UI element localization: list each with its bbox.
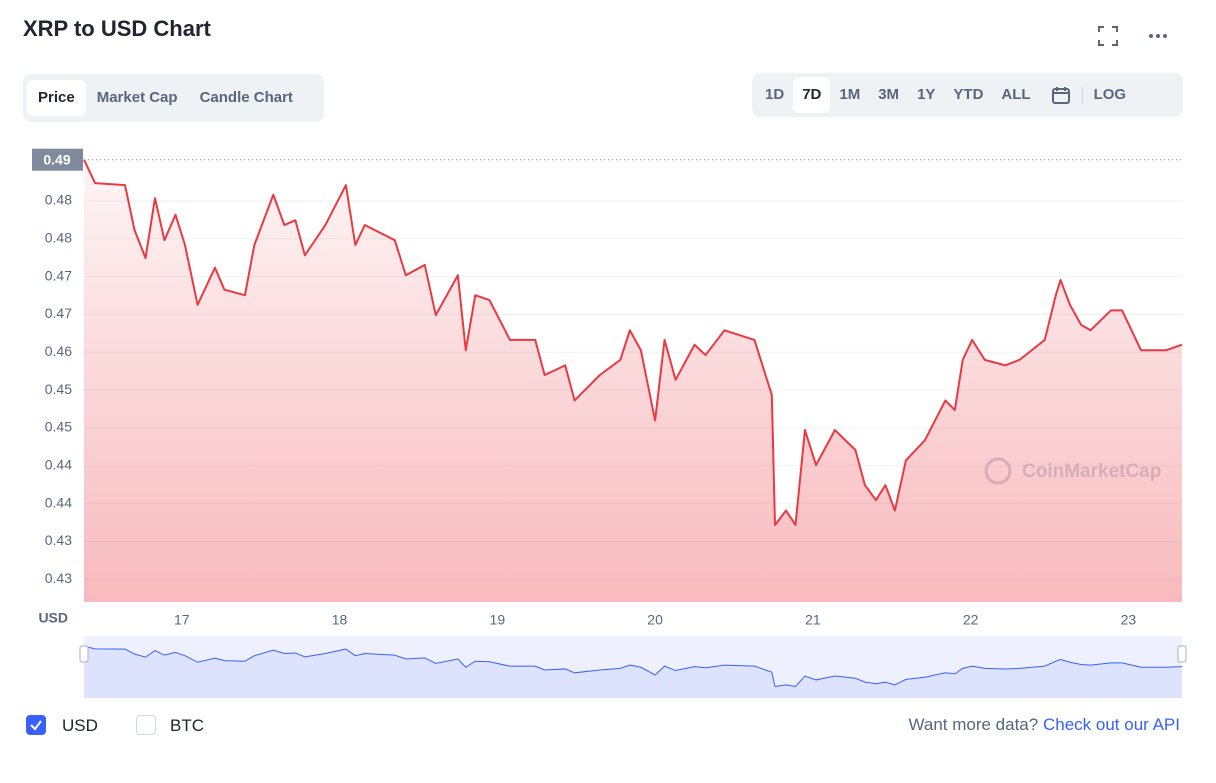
btc-checkbox[interactable]	[136, 715, 156, 735]
range-button[interactable]: 3M	[878, 86, 900, 103]
chart: 0.43 0.43 0.44 0.44 0.45 0.45 0.46 0.47 0.47 0.48…	[32, 148, 1187, 698]
fullscreen-icon[interactable]	[1096, 24, 1120, 48]
footer-text: Want more data?	[908, 715, 1039, 734]
navigator-handle[interactable]	[79, 645, 89, 663]
tab[interactable]: Price	[27, 80, 86, 116]
range-button[interactable]: ALL	[1001, 86, 1031, 103]
usd-checkbox[interactable]	[26, 715, 46, 735]
navigator-area	[84, 646, 1182, 698]
price-marker-box	[32, 148, 83, 171]
y-tick-label: 0.43	[45, 570, 72, 586]
y-tick-label: 0.46	[45, 343, 72, 359]
calendar-icon	[1051, 87, 1070, 105]
y-tick-label: 0.44	[45, 494, 72, 510]
price-marker-label: 0.49	[43, 151, 70, 167]
y-tick-label: 0.47	[45, 267, 72, 283]
x-tick-label: 22	[963, 612, 979, 628]
range-button[interactable]: 1Y	[917, 86, 936, 103]
log-button[interactable]: LOG	[1093, 86, 1127, 103]
title: XRP to USD Chart	[23, 16, 211, 41]
api-link[interactable]: Check out our API	[1042, 715, 1180, 734]
currency-label: BTC	[170, 716, 204, 735]
tab-group: Price Market Cap Candle Chart	[23, 74, 324, 122]
range-button[interactable]: 1D	[765, 86, 785, 103]
range-button[interactable]: 7D	[793, 77, 831, 113]
tab[interactable]: Candle Chart	[199, 89, 293, 106]
currency-label: USD	[62, 716, 98, 735]
navigator-handle[interactable]	[1177, 645, 1187, 663]
y-tick-label: 0.47	[45, 305, 72, 321]
range-button[interactable]: 1M	[839, 86, 861, 103]
footer: Want more data? Check out our API	[908, 715, 1180, 735]
y-tick-label: 0.45	[45, 381, 72, 397]
range-group: 1D 7D 1M 3M 1Y YTD ALL LOG	[752, 73, 1183, 117]
x-tick-label: 17	[174, 612, 190, 628]
x-tick-label: 18	[332, 612, 348, 628]
x-tick-label: 23	[1121, 612, 1137, 628]
y-tick-label: 0.44	[45, 457, 72, 473]
calendar-button[interactable]	[1040, 77, 1082, 113]
more-icon[interactable]	[1146, 24, 1170, 48]
x-tick-label: 20	[647, 612, 663, 628]
x-tick-label: 19	[490, 612, 506, 628]
x-tick-label: 21	[805, 612, 821, 628]
y-tick-label: 0.48	[45, 192, 72, 208]
range-button[interactable]: YTD	[953, 86, 984, 103]
separator	[1081, 86, 1083, 104]
y-tick-label: 0.45	[45, 419, 72, 435]
area	[84, 159, 1182, 602]
y-tick-label: 0.48	[45, 230, 72, 246]
tab[interactable]: Market Cap	[96, 89, 178, 106]
y-axis-label: USD	[38, 610, 68, 626]
navigator-line	[83, 645, 1183, 688]
check-icon	[30, 720, 42, 731]
y-tick-label: 0.43	[45, 532, 72, 548]
price-line	[83, 159, 1183, 526]
